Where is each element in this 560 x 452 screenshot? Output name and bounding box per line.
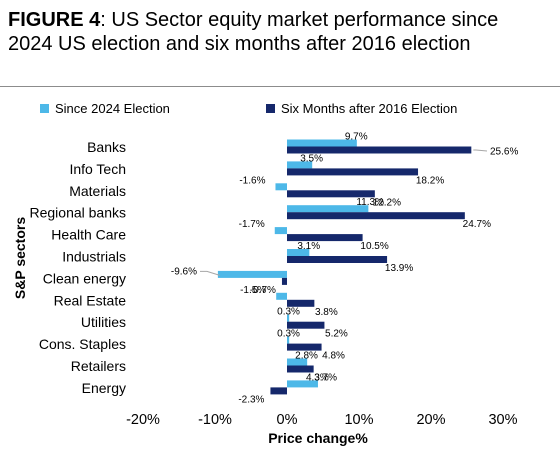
bar-since-2024-materials xyxy=(275,183,287,191)
bar-after-2016-industrials xyxy=(287,256,388,263)
data-label-since-2024-energy: 4.3% xyxy=(306,372,329,383)
x-tick-label: 10% xyxy=(344,412,373,428)
data-label-since-2024-banks: 9.7% xyxy=(345,132,368,143)
category-label-info-tech: Info Tech xyxy=(69,161,126,177)
data-labels: 9.7% 25.6% 3.5% 18.2% -1.6% 12.2%11.3% 24.7% -1… xyxy=(171,132,519,406)
category-label-clean-energy: Clean energy xyxy=(43,270,126,286)
data-label-since-2024-health-care: -1.7% xyxy=(239,219,265,230)
bar-after-2016-retailers xyxy=(287,365,314,373)
x-tick-label: 0% xyxy=(277,412,298,428)
legend-swatch-since-2024 xyxy=(40,104,49,113)
data-label-since-2024-retailers: 2.8% xyxy=(295,351,318,362)
category-label-regional-banks: Regional banks xyxy=(29,205,126,221)
legend-label-after-2016: Six Months after 2016 Election xyxy=(281,101,457,116)
data-label-after-2016-real-estate: 3.8% xyxy=(315,307,338,318)
category-label-real-estate: Real Estate xyxy=(54,292,127,308)
leader-line-banks xyxy=(473,149,488,152)
category-label-health-care: Health Care xyxy=(51,227,126,243)
bar-since-2024-cons-staples xyxy=(287,336,290,344)
bar-since-2024-health-care xyxy=(274,227,287,235)
bar-after-2016-utilities xyxy=(287,321,325,329)
category-label-banks: Banks xyxy=(87,139,126,155)
bar-since-2024-energy xyxy=(287,380,318,388)
category-label-materials: Materials xyxy=(69,183,126,199)
data-label-since-2024-regional-banks: 11.3% xyxy=(356,197,384,208)
x-tick-label: -20% xyxy=(126,412,160,428)
data-label-since-2024-materials: -1.6% xyxy=(239,175,265,186)
x-tick-label: -10% xyxy=(198,412,232,428)
data-label-after-2016-utilities: 5.2% xyxy=(325,329,348,340)
category-label-industrials: Industrials xyxy=(62,249,126,265)
category-label-energy: Energy xyxy=(82,380,126,396)
chart-title: FIGURE 4: US Sector equity market perfor… xyxy=(8,8,548,56)
bar-since-2024-industrials xyxy=(287,249,310,256)
data-label-since-2024-cons-staples: 0.3% xyxy=(277,329,300,340)
bar-after-2016-info-tech xyxy=(287,168,419,176)
bar-after-2016-energy xyxy=(270,387,287,395)
data-label-after-2016-health-care: 10.5% xyxy=(360,241,388,252)
bar-since-2024-retailers xyxy=(287,358,308,366)
bar-since-2024-banks xyxy=(287,139,357,147)
legend: Since 2024 Election Six Months after 201… xyxy=(40,101,457,116)
category-labels: Banks Info Tech Materials Regional banks Hea… xyxy=(29,139,126,396)
data-label-since-2024-utilities: 0.3% xyxy=(277,307,300,318)
bar-after-2016-real-estate xyxy=(287,299,315,307)
bar-since-2024-regional-banks xyxy=(287,205,369,213)
x-tick-label: 20% xyxy=(416,412,445,428)
bar-since-2024-info-tech xyxy=(287,161,313,169)
figure-title-text: US Sector equity market performance sinc… xyxy=(8,9,499,55)
bars xyxy=(217,139,472,395)
data-label-since-2024-clean-energy: -9.6% xyxy=(171,266,197,277)
x-tick-label: 30% xyxy=(488,412,517,428)
bar-since-2024-utilities xyxy=(287,314,290,322)
data-label-after-2016-banks: 25.6% xyxy=(490,147,518,158)
leader-line-clean-energy xyxy=(200,270,221,276)
data-label-after-2016-clean-energy: -0.7% xyxy=(250,285,276,296)
x-axis-label: Price change% xyxy=(268,430,368,446)
data-label-after-2016-materials: 12.2% xyxy=(373,197,401,208)
bar-after-2016-cons-staples xyxy=(287,343,322,351)
data-label-after-2016-energy: -2.3% xyxy=(238,394,264,405)
data-label-since-2024-real-estate: -1.5% xyxy=(240,285,266,296)
title-divider xyxy=(0,86,560,87)
x-tick-labels: -20% -10% 0% 10% 20% 30% xyxy=(126,412,518,428)
figure-label: FIGURE 4 xyxy=(8,9,101,31)
data-label-after-2016-retailers: 3.7% xyxy=(314,373,337,384)
bar-after-2016-health-care xyxy=(287,234,363,242)
category-label-retailers: Retailers xyxy=(71,358,126,374)
legend-label-since-2024: Since 2024 Election xyxy=(55,101,170,116)
category-label-cons-staples: Cons. Staples xyxy=(39,336,126,352)
data-label-after-2016-info-tech: 18.2% xyxy=(416,175,444,186)
legend-swatch-after-2016 xyxy=(266,104,275,113)
data-label-since-2024-industrials: 3.1% xyxy=(297,241,320,252)
bar-after-2016-banks xyxy=(287,146,472,154)
bar-after-2016-clean-energy xyxy=(281,277,287,285)
bar-after-2016-regional-banks xyxy=(287,212,465,220)
figure-separator: : xyxy=(100,9,112,31)
data-label-after-2016-industrials: 13.9% xyxy=(385,263,413,274)
data-label-after-2016-cons-staples: 4.8% xyxy=(322,351,345,362)
y-axis-label: S&P sectors xyxy=(12,217,28,299)
data-label-since-2024-info-tech: 3.5% xyxy=(300,153,323,164)
data-label-after-2016-regional-banks: 24.7% xyxy=(463,219,491,230)
category-label-utilities: Utilities xyxy=(81,314,126,330)
bar-since-2024-real-estate xyxy=(276,292,287,300)
bar-after-2016-materials xyxy=(287,190,375,198)
bar-since-2024-clean-energy xyxy=(217,270,287,278)
